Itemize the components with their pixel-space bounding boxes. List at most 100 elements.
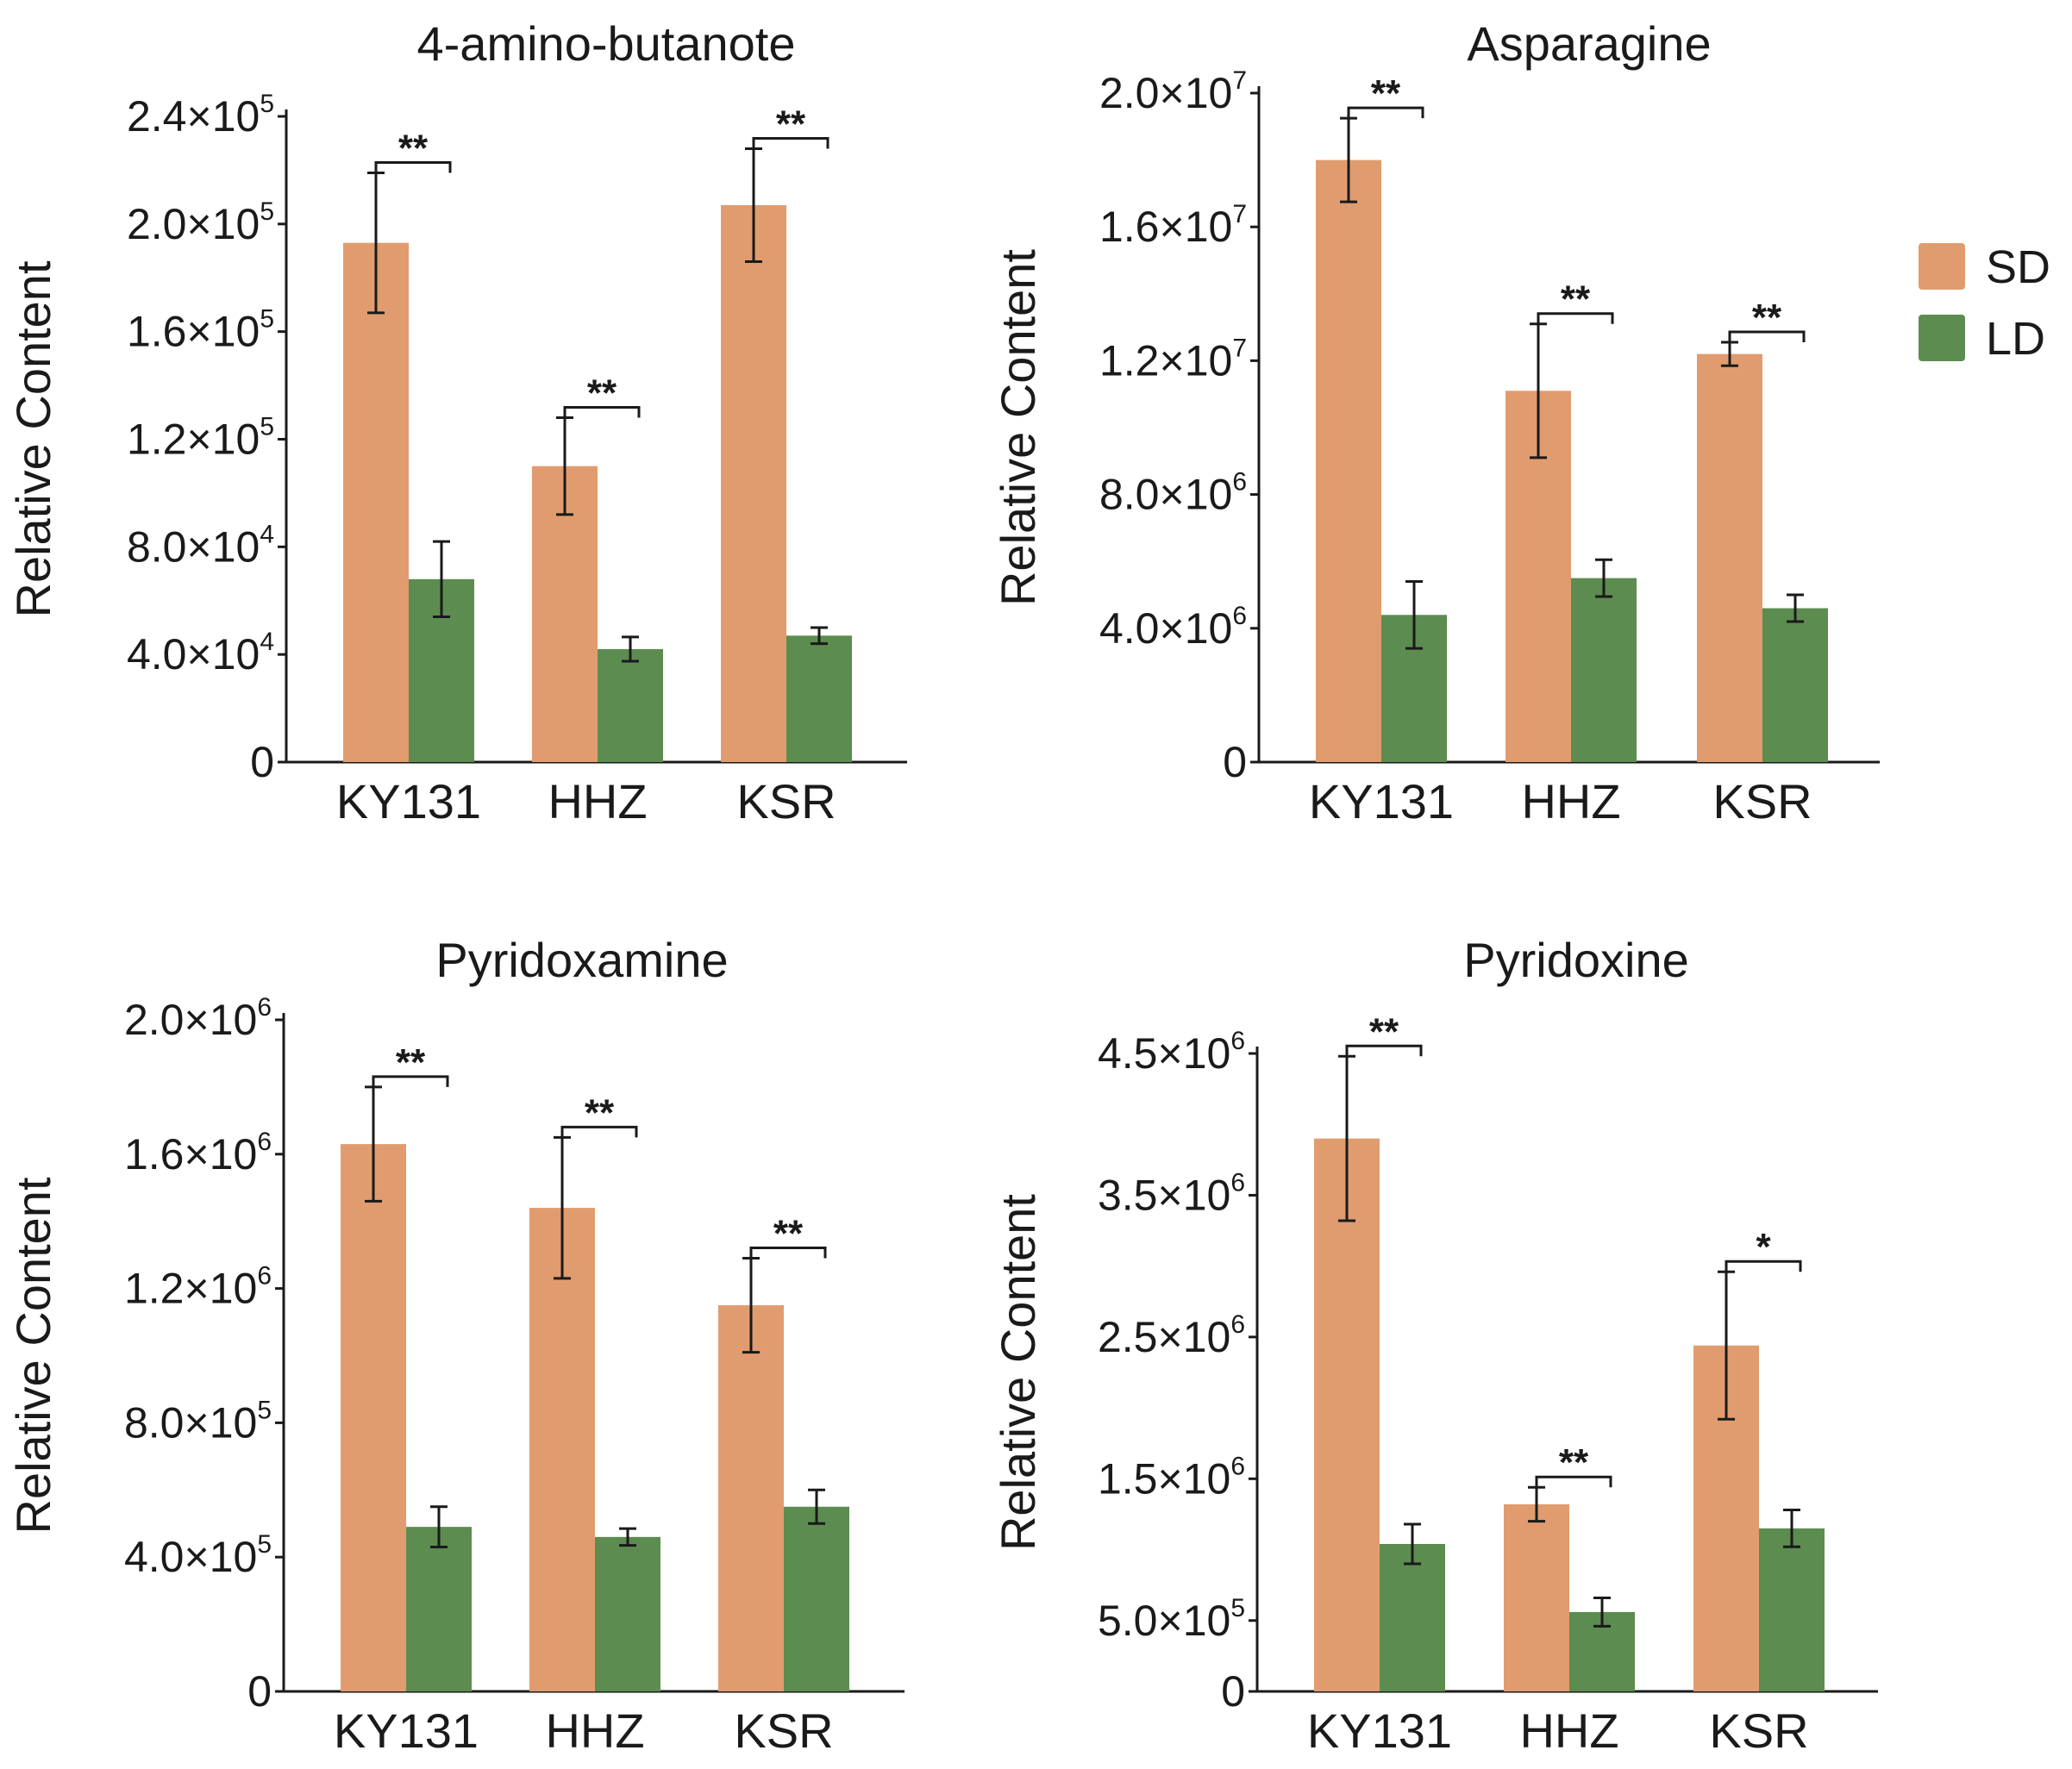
bar-sd-hhz: [1504, 1503, 1569, 1691]
y-tick-label: 8.0×104: [127, 520, 274, 571]
y-tick-label: 2.5×106: [1098, 1310, 1245, 1361]
y-axis-label: Relative Content: [991, 1194, 1045, 1551]
legend: SD LD: [1919, 241, 2050, 365]
significance-label-hhz: **: [1561, 278, 1591, 321]
legend-label-sd: SD: [1986, 241, 2050, 293]
x-tick-label-ksr: KSR: [1712, 774, 1812, 828]
significance-bracket-ky131: [374, 161, 452, 173]
bar-sd-ksr: [1697, 353, 1762, 762]
y-tick-label: 0: [1223, 738, 1247, 786]
bar-ld-ksr: [784, 1506, 849, 1691]
bar-ld-ksr: [1762, 608, 1828, 762]
bar-ld-hhz: [598, 648, 663, 762]
significance-bracket-ky131: [1347, 106, 1424, 119]
y-tick-label: 0: [247, 1667, 272, 1716]
chart-panels: 4-amino-butanote Relative Content 0 4.0×104…: [6, 16, 1880, 1758]
bar-sd-ksr: [718, 1305, 784, 1691]
significance-bracket-ksr: [1728, 330, 1806, 343]
y-tick-label: 4.5×106: [1098, 1027, 1245, 1078]
y-tick-label: 0: [1221, 1667, 1245, 1716]
y-axis-label: Relative Content: [6, 260, 60, 617]
bar-ld-ky131: [1380, 1543, 1445, 1691]
y-axis-label: Relative Content: [6, 1177, 60, 1534]
y-axis-label: Relative Content: [991, 249, 1045, 606]
significance-label-ky131: **: [398, 128, 429, 170]
bar-ld-ky131: [406, 1527, 472, 1691]
significance-label-ky131: **: [1371, 72, 1401, 115]
significance-label-ksr: **: [773, 1213, 804, 1255]
x-tick-label-ksr: KSR: [1709, 1703, 1808, 1758]
legend-label-ld: LD: [1986, 313, 2045, 365]
significance-bracket-hhz: [560, 1125, 638, 1138]
y-tick-label: 1.2×106: [124, 1262, 272, 1313]
bar-sd-ky131: [1314, 1138, 1380, 1691]
chart-panel-asparagine: Asparagine Relative Content 0 4.0×106 8.0×10…: [991, 16, 1880, 828]
bar-ld-ksr: [786, 635, 852, 762]
significance-label-hhz: **: [585, 1091, 615, 1134]
bar-sd-ky131: [1316, 159, 1381, 763]
bar-ld-hhz: [1571, 578, 1637, 762]
bar-sd-ksr: [721, 204, 786, 763]
y-tick-label: 2.4×105: [127, 90, 274, 141]
significance-label-ksr: **: [1752, 297, 1782, 339]
chart-title: 4-amino-butanote: [417, 16, 796, 71]
x-tick-label-ky131: KY131: [334, 1703, 479, 1758]
significance-bracket-ksr: [752, 136, 829, 149]
bar-sd-ky131: [343, 242, 409, 762]
significance-bracket-ky131: [372, 1075, 449, 1087]
y-tick-label: 0: [250, 738, 274, 786]
y-tick-label: 8.0×106: [1099, 468, 1247, 519]
x-tick-label-hhz: HHZ: [545, 1703, 644, 1758]
y-tick-label: 4.0×106: [1099, 602, 1247, 653]
bar-sd-hhz: [529, 1208, 595, 1691]
significance-bracket-ksr: [1725, 1260, 1802, 1272]
x-tick-label-hhz: HHZ: [1521, 774, 1620, 828]
legend-item-sd: SD: [1919, 241, 2050, 293]
y-tick-label: 1.6×105: [127, 305, 274, 356]
x-tick-label-ksr: KSR: [734, 1703, 833, 1758]
y-tick-label: 4.0×105: [124, 1530, 272, 1581]
y-tick-label: 2.0×107: [1099, 66, 1247, 117]
chart-title: Asparagine: [1467, 16, 1711, 71]
bar-ld-hhz: [595, 1536, 660, 1691]
significance-bracket-hhz: [1535, 1475, 1612, 1488]
y-tick-label: 1.2×105: [127, 413, 274, 464]
significance-label-ky131: **: [1369, 1010, 1399, 1053]
legend-swatch-sd: [1919, 243, 1965, 290]
y-tick-label: 4.0×104: [127, 628, 274, 678]
y-tick-label: 5.0×105: [1098, 1594, 1245, 1645]
legend-item-ld: LD: [1919, 313, 2045, 365]
y-tick-label: 8.0×105: [124, 1396, 272, 1447]
chart-panel-pyridoxamine: Pyridoxamine Relative Content 0 4.0×105 8.0×…: [6, 933, 905, 1758]
significance-bracket-hhz: [1537, 312, 1614, 324]
x-tick-label-hhz: HHZ: [548, 774, 647, 828]
y-tick-label: 2.0×105: [127, 197, 274, 248]
y-tick-label: 1.6×107: [1099, 200, 1247, 251]
x-tick-label-ky131: KY131: [1309, 774, 1454, 828]
y-tick-label: 1.5×106: [1098, 1452, 1245, 1503]
significance-label-hhz: **: [587, 372, 617, 415]
significance-bracket-hhz: [563, 406, 641, 418]
y-tick-label: 1.2×107: [1099, 334, 1247, 384]
significance-label-ky131: **: [396, 1041, 426, 1084]
bar-ld-ksr: [1759, 1528, 1825, 1691]
legend-swatch-ld: [1919, 315, 1965, 361]
significance-bracket-ksr: [749, 1247, 827, 1259]
bar-sd-ky131: [341, 1144, 406, 1691]
significance-bracket-ky131: [1345, 1044, 1423, 1057]
significance-label-ksr: *: [1756, 1226, 1771, 1268]
chart-title: Pyridoxine: [1463, 933, 1688, 987]
chart-panel-4-amino-butanote: 4-amino-butanote Relative Content 0 4.0×104…: [6, 16, 907, 828]
x-tick-label-ksr: KSR: [736, 774, 836, 828]
y-tick-label: 3.5×106: [1098, 1168, 1245, 1219]
y-tick-label: 1.6×106: [124, 1128, 272, 1178]
chart-title: Pyridoxamine: [435, 933, 728, 987]
x-tick-label-hhz: HHZ: [1519, 1703, 1618, 1758]
x-tick-label-ky131: KY131: [1307, 1703, 1452, 1758]
y-tick-label: 2.0×106: [124, 993, 272, 1044]
significance-label-ksr: **: [776, 103, 806, 145]
chart-panel-pyridoxine: Pyridoxine Relative Content 0 5.0×105 1.5×10…: [991, 933, 1878, 1758]
x-tick-label-ky131: KY131: [336, 774, 481, 828]
significance-label-hhz: **: [1559, 1441, 1589, 1484]
